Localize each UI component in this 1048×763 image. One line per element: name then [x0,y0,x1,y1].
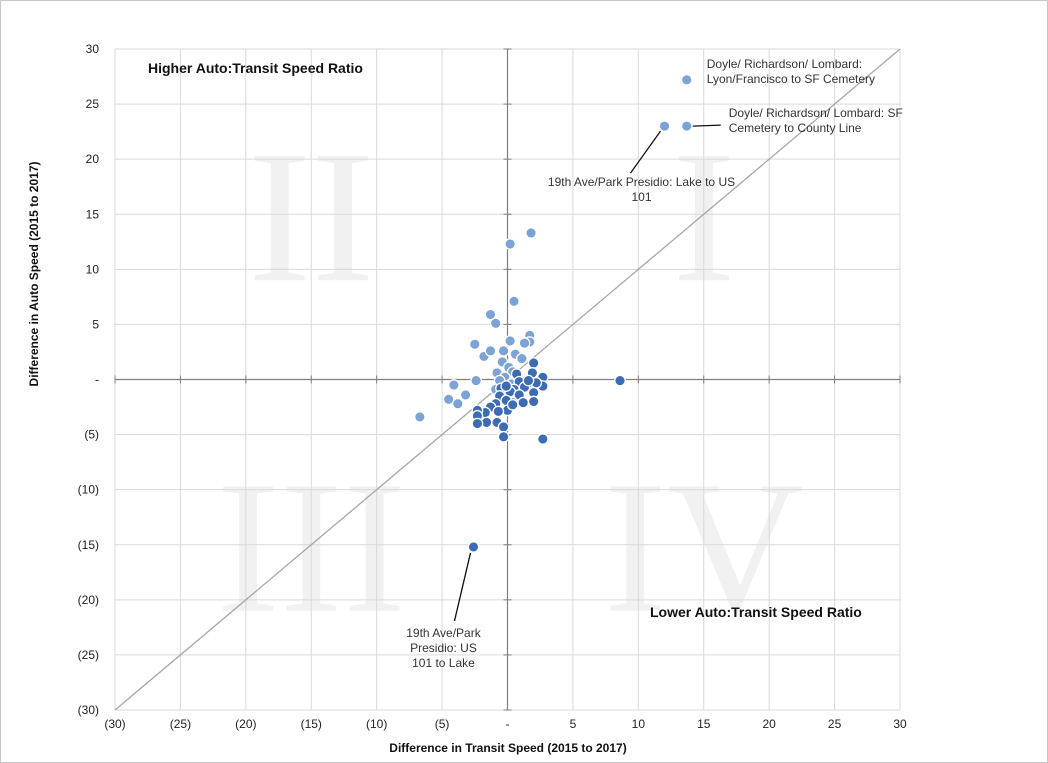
data-point [504,238,516,250]
y-tick-label: (20) [78,593,99,607]
y-axis-title: Difference in Auto Speed (2015 to 2017) [27,162,41,387]
data-point [497,430,510,443]
y-tick-label: (15) [78,538,99,552]
data-point [470,374,482,387]
data-point [517,396,530,409]
data-point [468,338,481,351]
x-tick-label: (25) [170,717,191,731]
x-tick-label: (15) [301,717,322,731]
annotation-leader-line [453,552,472,622]
x-tick-label: 20 [762,717,776,731]
data-point [448,379,460,391]
y-tick-label: 20 [86,152,100,166]
data-point [504,335,516,347]
data-point [492,405,505,418]
x-tick-label: (5) [435,717,450,731]
x-tick-label: (30) [104,717,125,731]
annotation-leader-line [629,130,662,174]
x-tick-label: - [506,717,510,731]
data-point [527,395,540,408]
y-tick-label: (25) [78,648,99,662]
data-points [413,73,693,553]
x-tick-label: (20) [235,717,256,731]
data-point [471,417,484,430]
x-tick-label: 30 [893,717,907,731]
y-tick-label: (30) [78,703,99,717]
annotation-label: Doyle/ Richardson/ Lombard: Lyon/Francisc… [707,57,875,86]
data-point [522,374,535,387]
y-tick-label: 15 [86,207,100,221]
data-point [442,393,455,406]
x-tick-label: 5 [570,717,577,731]
annotation-label: 19th Ave/Park Presidio: US 101 to Lake [406,626,481,670]
data-point [497,421,510,433]
annotation-label: 19th Ave/Park Presidio: Lake to US 101 [548,175,735,204]
y-tick-label: (5) [84,428,99,442]
x-tick-label: 25 [828,717,842,731]
data-point [508,295,520,308]
higher-ratio-label: Higher Auto:Transit Speed Ratio [148,60,363,76]
annotation-label: Doyle/ Richardson/ Lombard: SF Cemetery t… [729,106,903,135]
y-tick-label: 5 [92,317,99,331]
data-point [413,411,426,423]
data-point [484,308,497,321]
annotations: Doyle/ Richardson/ Lombard: Lyon/Francisc… [406,57,903,670]
data-point [489,317,502,330]
data-point [506,398,519,411]
data-point [451,397,464,410]
y-tick-label: 25 [86,97,100,111]
data-point [680,73,693,86]
data-point [525,227,537,239]
y-tick-label: (10) [78,483,99,497]
axes: (30) 30 (25) 25 (20) 20 (15) 15 (10) 10 (5) 5 - - 5 (5)… [78,42,907,731]
data-point [680,120,693,132]
data-point [527,357,540,369]
data-point [614,374,626,387]
data-point [500,380,513,392]
data-point [459,389,472,401]
data-point [467,541,480,553]
x-tick-label: (10) [366,717,387,731]
x-tick-label: 10 [632,717,646,731]
y-tick-label: 10 [86,262,100,276]
annotation-leader-line [692,124,721,127]
data-point [497,345,510,357]
y-tick-label: - [95,373,99,387]
data-point [536,433,549,445]
data-point [518,337,531,349]
lower-ratio-label: Lower Auto:Transit Speed Ratio [650,604,862,620]
data-point [516,352,528,365]
x-axis-title: Difference in Transit Speed (2015 to 201… [389,741,626,755]
y-tick-label: 30 [86,42,100,56]
data-point [484,345,497,357]
data-point [658,120,671,132]
x-tick-label: 15 [697,717,711,731]
